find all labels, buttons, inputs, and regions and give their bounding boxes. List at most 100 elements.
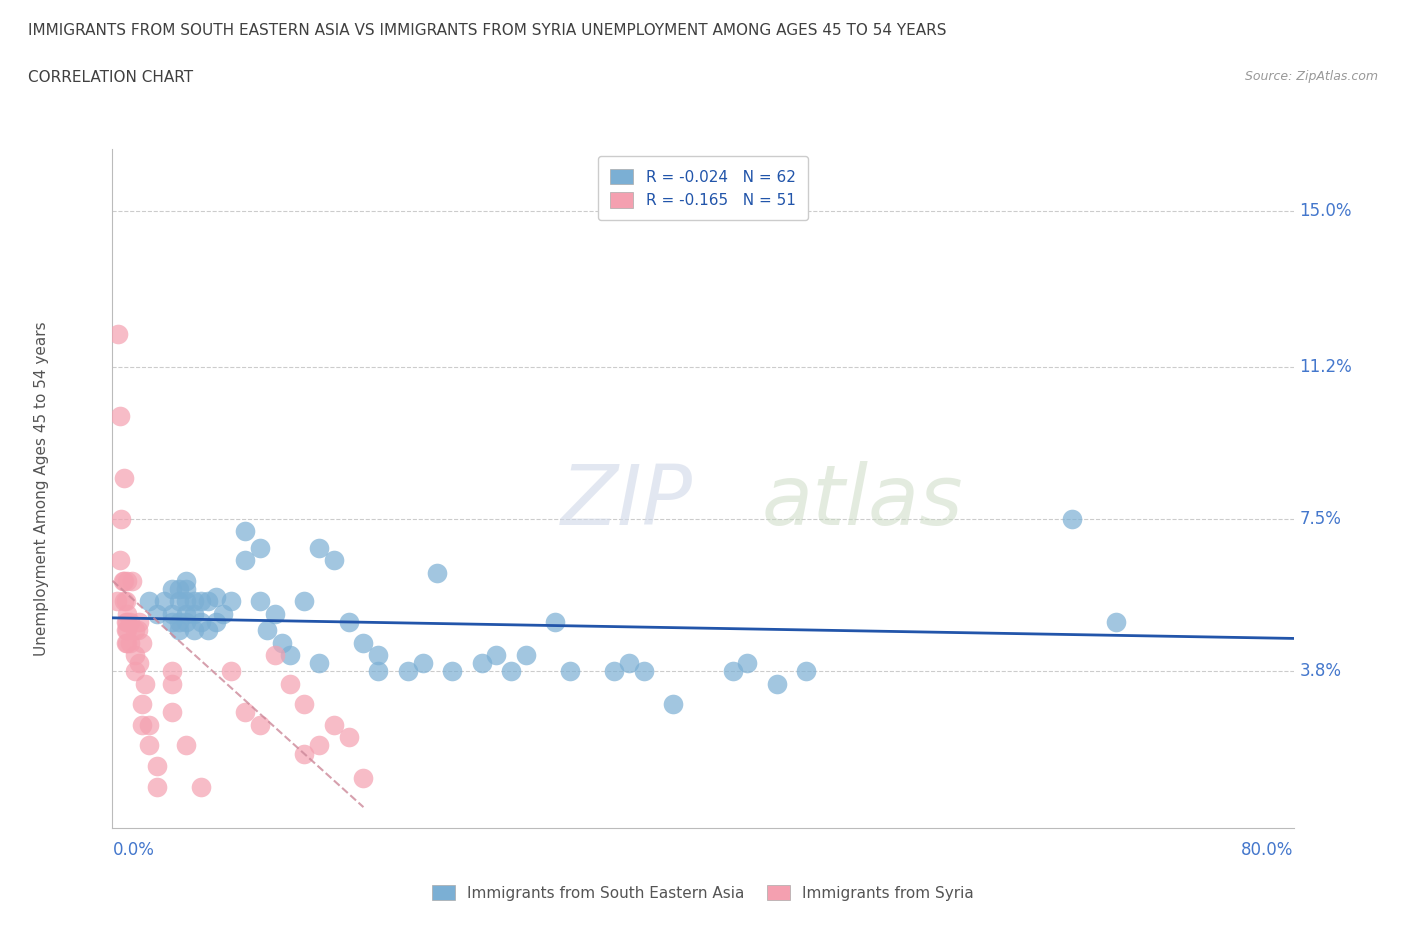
- Point: [292, 746, 315, 761]
- Point: [264, 606, 287, 621]
- Point: [205, 590, 228, 604]
- Point: [292, 594, 315, 609]
- Point: [766, 676, 789, 691]
- Point: [120, 635, 142, 650]
- Point: [212, 606, 235, 621]
- Point: [190, 779, 212, 794]
- Text: CORRELATION CHART: CORRELATION CHART: [28, 70, 193, 85]
- Point: [160, 676, 183, 691]
- Point: [117, 635, 138, 650]
- Point: [174, 615, 197, 630]
- Text: ZIP: ZIP: [561, 461, 693, 542]
- Point: [112, 574, 135, 589]
- Point: [367, 664, 389, 679]
- Point: [131, 697, 153, 711]
- Point: [308, 656, 330, 671]
- Text: atlas: atlas: [762, 461, 963, 542]
- Point: [146, 759, 169, 774]
- Point: [160, 581, 183, 596]
- Point: [160, 664, 183, 679]
- Point: [183, 594, 205, 609]
- Point: [167, 581, 190, 596]
- Text: 0.0%: 0.0%: [112, 842, 155, 859]
- Point: [233, 552, 256, 567]
- Point: [323, 552, 346, 567]
- Point: [190, 594, 212, 609]
- Point: [112, 594, 135, 609]
- Point: [167, 615, 190, 630]
- Text: IMMIGRANTS FROM SOUTH EASTERN ASIA VS IMMIGRANTS FROM SYRIA UNEMPLOYMENT AMONG A: IMMIGRANTS FROM SOUTH EASTERN ASIA VS IM…: [28, 23, 946, 38]
- Point: [153, 594, 176, 609]
- Point: [249, 594, 271, 609]
- Point: [128, 615, 150, 630]
- Text: 3.8%: 3.8%: [1299, 662, 1341, 681]
- Text: 80.0%: 80.0%: [1241, 842, 1294, 859]
- Point: [1105, 615, 1128, 630]
- Point: [411, 656, 433, 671]
- Point: [278, 676, 301, 691]
- Point: [633, 664, 655, 679]
- Point: [167, 623, 190, 638]
- Point: [278, 647, 301, 662]
- Point: [160, 606, 183, 621]
- Point: [131, 635, 153, 650]
- Point: [396, 664, 419, 679]
- Point: [352, 771, 374, 786]
- Point: [110, 512, 132, 526]
- Point: [515, 647, 537, 662]
- Point: [108, 552, 131, 567]
- Point: [233, 705, 256, 720]
- Point: [485, 647, 508, 662]
- Point: [146, 606, 169, 621]
- Point: [174, 594, 197, 609]
- Point: [112, 471, 135, 485]
- Point: [205, 615, 228, 630]
- Point: [117, 574, 138, 589]
- Point: [619, 656, 641, 671]
- Point: [131, 717, 153, 732]
- Point: [292, 697, 315, 711]
- Point: [114, 635, 136, 650]
- Legend: Immigrants from South Eastern Asia, Immigrants from Syria: Immigrants from South Eastern Asia, Immi…: [426, 879, 980, 907]
- Point: [197, 623, 219, 638]
- Point: [183, 623, 205, 638]
- Point: [124, 623, 146, 638]
- Point: [146, 779, 169, 794]
- Point: [603, 664, 626, 679]
- Point: [662, 697, 685, 711]
- Text: Source: ZipAtlas.com: Source: ZipAtlas.com: [1244, 70, 1378, 83]
- Point: [544, 615, 567, 630]
- Text: 7.5%: 7.5%: [1299, 511, 1341, 528]
- Point: [117, 606, 138, 621]
- Point: [107, 326, 129, 341]
- Legend: R = -0.024   N = 62, R = -0.165   N = 51: R = -0.024 N = 62, R = -0.165 N = 51: [599, 156, 807, 220]
- Point: [337, 615, 360, 630]
- Point: [558, 664, 582, 679]
- Point: [352, 635, 374, 650]
- Point: [174, 581, 197, 596]
- Point: [219, 594, 242, 609]
- Point: [337, 730, 360, 745]
- Point: [117, 615, 138, 630]
- Point: [160, 615, 183, 630]
- Point: [117, 623, 138, 638]
- Point: [134, 676, 156, 691]
- Point: [138, 594, 160, 609]
- Point: [308, 540, 330, 555]
- Point: [128, 656, 150, 671]
- Point: [174, 574, 197, 589]
- Point: [120, 615, 142, 630]
- Point: [426, 565, 449, 580]
- Point: [256, 623, 278, 638]
- Text: 15.0%: 15.0%: [1299, 202, 1353, 219]
- Point: [219, 664, 242, 679]
- Point: [111, 574, 134, 589]
- Point: [308, 738, 330, 753]
- Point: [249, 540, 271, 555]
- Point: [367, 647, 389, 662]
- Text: 11.2%: 11.2%: [1299, 358, 1353, 376]
- Point: [114, 594, 136, 609]
- Point: [124, 664, 146, 679]
- Point: [721, 664, 744, 679]
- Point: [183, 606, 205, 621]
